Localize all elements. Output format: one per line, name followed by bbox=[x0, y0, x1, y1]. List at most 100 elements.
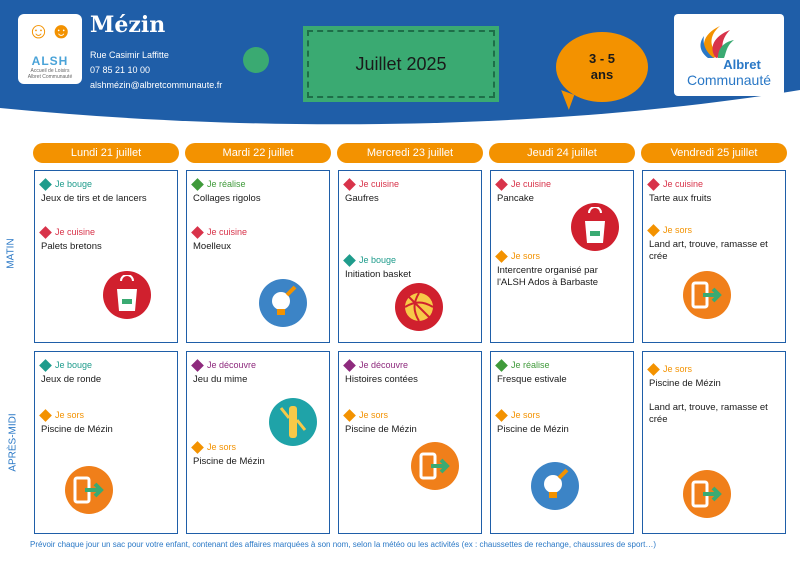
activity-title: Piscine de Mézin bbox=[193, 456, 265, 467]
activity-category: Je réalise bbox=[495, 358, 629, 372]
activity: Je cuisine Moelleux bbox=[191, 225, 325, 253]
activity-category-label: Je cuisine bbox=[55, 227, 96, 237]
phone: 07 85 21 10 00 bbox=[90, 65, 151, 75]
volleyball-icon bbox=[395, 283, 443, 331]
exit-icon bbox=[411, 442, 459, 490]
activity-title: Piscine de Mézin bbox=[345, 424, 417, 435]
activity: Je découvre Histoires contées bbox=[343, 358, 477, 386]
activity-title: Palets bretons bbox=[41, 241, 102, 252]
diamond-icon bbox=[191, 358, 204, 372]
day-header-4: Jeudi 24 juillet bbox=[489, 143, 635, 163]
alsh-logo-sub2: Albret Communauté bbox=[27, 74, 73, 80]
activity-title: Collages rigolos bbox=[193, 193, 261, 204]
afternoon-cell-1: Je bouge Jeux de ronde Je sors Piscine de M… bbox=[34, 351, 178, 534]
decorative-dot bbox=[243, 47, 269, 73]
activity-category: Je bouge bbox=[39, 358, 173, 372]
activity-title: Gaufres bbox=[345, 193, 379, 204]
afternoon-cell-2: Je découvre Jeu du mime Je sors Piscine de … bbox=[186, 351, 330, 534]
month-title: Juillet 2025 bbox=[355, 53, 447, 74]
activity-title: Intercentre organisé par l'ALSH Ados à B… bbox=[497, 265, 599, 288]
day-header-2: Mardi 22 juillet bbox=[185, 143, 331, 163]
age-range: 3 - 5 bbox=[588, 51, 615, 66]
diamond-icon bbox=[495, 249, 508, 263]
mime-icon bbox=[269, 398, 317, 446]
activity-category: Je sors bbox=[495, 249, 629, 263]
footer-note: Prévoir chaque jour un sac pour votre en… bbox=[30, 540, 656, 549]
activity-title: Piscine de Mézin bbox=[497, 424, 569, 435]
alsh-logo: ☺☻ ALSH Accueil de Loisirs Albret Commun… bbox=[18, 14, 82, 84]
activity-category: Je cuisine bbox=[647, 177, 781, 191]
kids-icon: ☺☻ bbox=[27, 18, 73, 43]
activity-category: Je bouge bbox=[343, 253, 477, 267]
activity-category-label: Je sors bbox=[207, 442, 237, 452]
diamond-icon bbox=[495, 177, 508, 191]
activity-category: Je sors bbox=[191, 440, 325, 454]
flame-logo-icon bbox=[700, 26, 734, 58]
diamond-icon bbox=[647, 223, 660, 237]
email: alshmézin@albretcommunaute.fr bbox=[90, 80, 223, 90]
activity-category: Je sors bbox=[495, 408, 629, 422]
row-label-morning: MATIN bbox=[5, 238, 17, 269]
activity-category-label: Je cuisine bbox=[663, 179, 704, 189]
activity-category: Je bouge bbox=[39, 177, 173, 191]
exit-icon bbox=[683, 470, 731, 518]
diamond-icon bbox=[343, 408, 356, 422]
activity: Je sors Piscine de Mézin bbox=[39, 408, 173, 436]
age-bubble: 3 - 5 ans bbox=[556, 32, 648, 102]
activity-title: Pancake bbox=[497, 193, 534, 204]
activity-title: Land art, trouve, ramasse et crée bbox=[649, 402, 768, 425]
activity: Je sors Intercentre organisé par l'ALSH A… bbox=[495, 249, 629, 289]
lightbulb-icon bbox=[531, 462, 579, 510]
diamond-icon bbox=[39, 225, 52, 239]
activity-category-label: Je réalise bbox=[511, 360, 550, 370]
activity: Je sors Land art, trouve, ramasse et crée bbox=[647, 223, 781, 263]
albret-logo: Albret Communauté bbox=[674, 14, 784, 96]
activity-category-label: Je bouge bbox=[359, 255, 397, 265]
activity-category: Je sors bbox=[39, 408, 173, 422]
diamond-icon bbox=[191, 225, 204, 239]
activity: Je sors Piscine de Mézin bbox=[647, 362, 781, 390]
diamond-icon bbox=[647, 177, 660, 191]
activity: Je sors Piscine de Mézin bbox=[191, 440, 325, 468]
activity-title: Moelleux bbox=[193, 241, 232, 252]
activity-category-label: Je cuisine bbox=[359, 179, 400, 189]
activity-category-label: Je sors bbox=[511, 410, 541, 420]
row-label-afternoon: APRÈS-MIDI bbox=[7, 413, 19, 472]
diamond-icon bbox=[191, 440, 204, 454]
activity-category-label: Je découvre bbox=[359, 360, 409, 370]
activity-category: Je découvre bbox=[343, 358, 477, 372]
albret-logo-line2: Communauté bbox=[686, 72, 772, 88]
afternoon-cell-3: Je découvre Histoires contées Je sors Pisci… bbox=[338, 351, 482, 534]
activity-category: Je sors bbox=[343, 408, 477, 422]
morning-cell-1: Je bouge Jeux de tirs et de lancers Je cui… bbox=[34, 170, 178, 343]
activity-title: Tarte aux fruits bbox=[649, 193, 712, 204]
activity-category-label: Je cuisine bbox=[207, 227, 248, 237]
activity-category: Je cuisine bbox=[39, 225, 173, 239]
activity-category-label: Je bouge bbox=[55, 360, 93, 370]
activity: Je sors Piscine de Mézin bbox=[495, 408, 629, 436]
day-header-5: Vendredi 25 juillet bbox=[641, 143, 787, 163]
diamond-icon bbox=[39, 177, 52, 191]
activity-title: Jeux de tirs et de lancers bbox=[41, 193, 147, 204]
address: Rue Casimir Laffitte bbox=[90, 50, 169, 60]
activity-title: Piscine de Mézin bbox=[41, 424, 113, 435]
activity: Land art, trouve, ramasse et crée bbox=[649, 402, 781, 426]
activity: Je cuisine Gaufres bbox=[343, 177, 477, 205]
activity-category-label: Je sors bbox=[663, 364, 693, 374]
activity: Je découvre Jeu du mime bbox=[191, 358, 325, 386]
activity-category: Je cuisine bbox=[191, 225, 325, 239]
activity: Je sors Piscine de Mézin bbox=[343, 408, 477, 436]
activity-category: Je sors bbox=[647, 362, 781, 376]
activity-category: Je cuisine bbox=[495, 177, 629, 191]
activity-title: Jeu du mime bbox=[193, 374, 248, 385]
activity-category-label: Je sors bbox=[55, 410, 85, 420]
apron-icon bbox=[103, 271, 151, 319]
activity-title: Initiation basket bbox=[345, 269, 412, 280]
activity-title: Piscine de Mézin bbox=[649, 378, 721, 389]
activity-title: Histoires contées bbox=[345, 374, 418, 385]
age-unit: ans bbox=[590, 67, 614, 82]
activity-category-label: Je découvre bbox=[207, 360, 257, 370]
day-header-1: Lundi 21 juillet bbox=[33, 143, 179, 163]
activity-category-label: Je sors bbox=[663, 225, 693, 235]
activity-category-label: Je sors bbox=[359, 410, 389, 420]
